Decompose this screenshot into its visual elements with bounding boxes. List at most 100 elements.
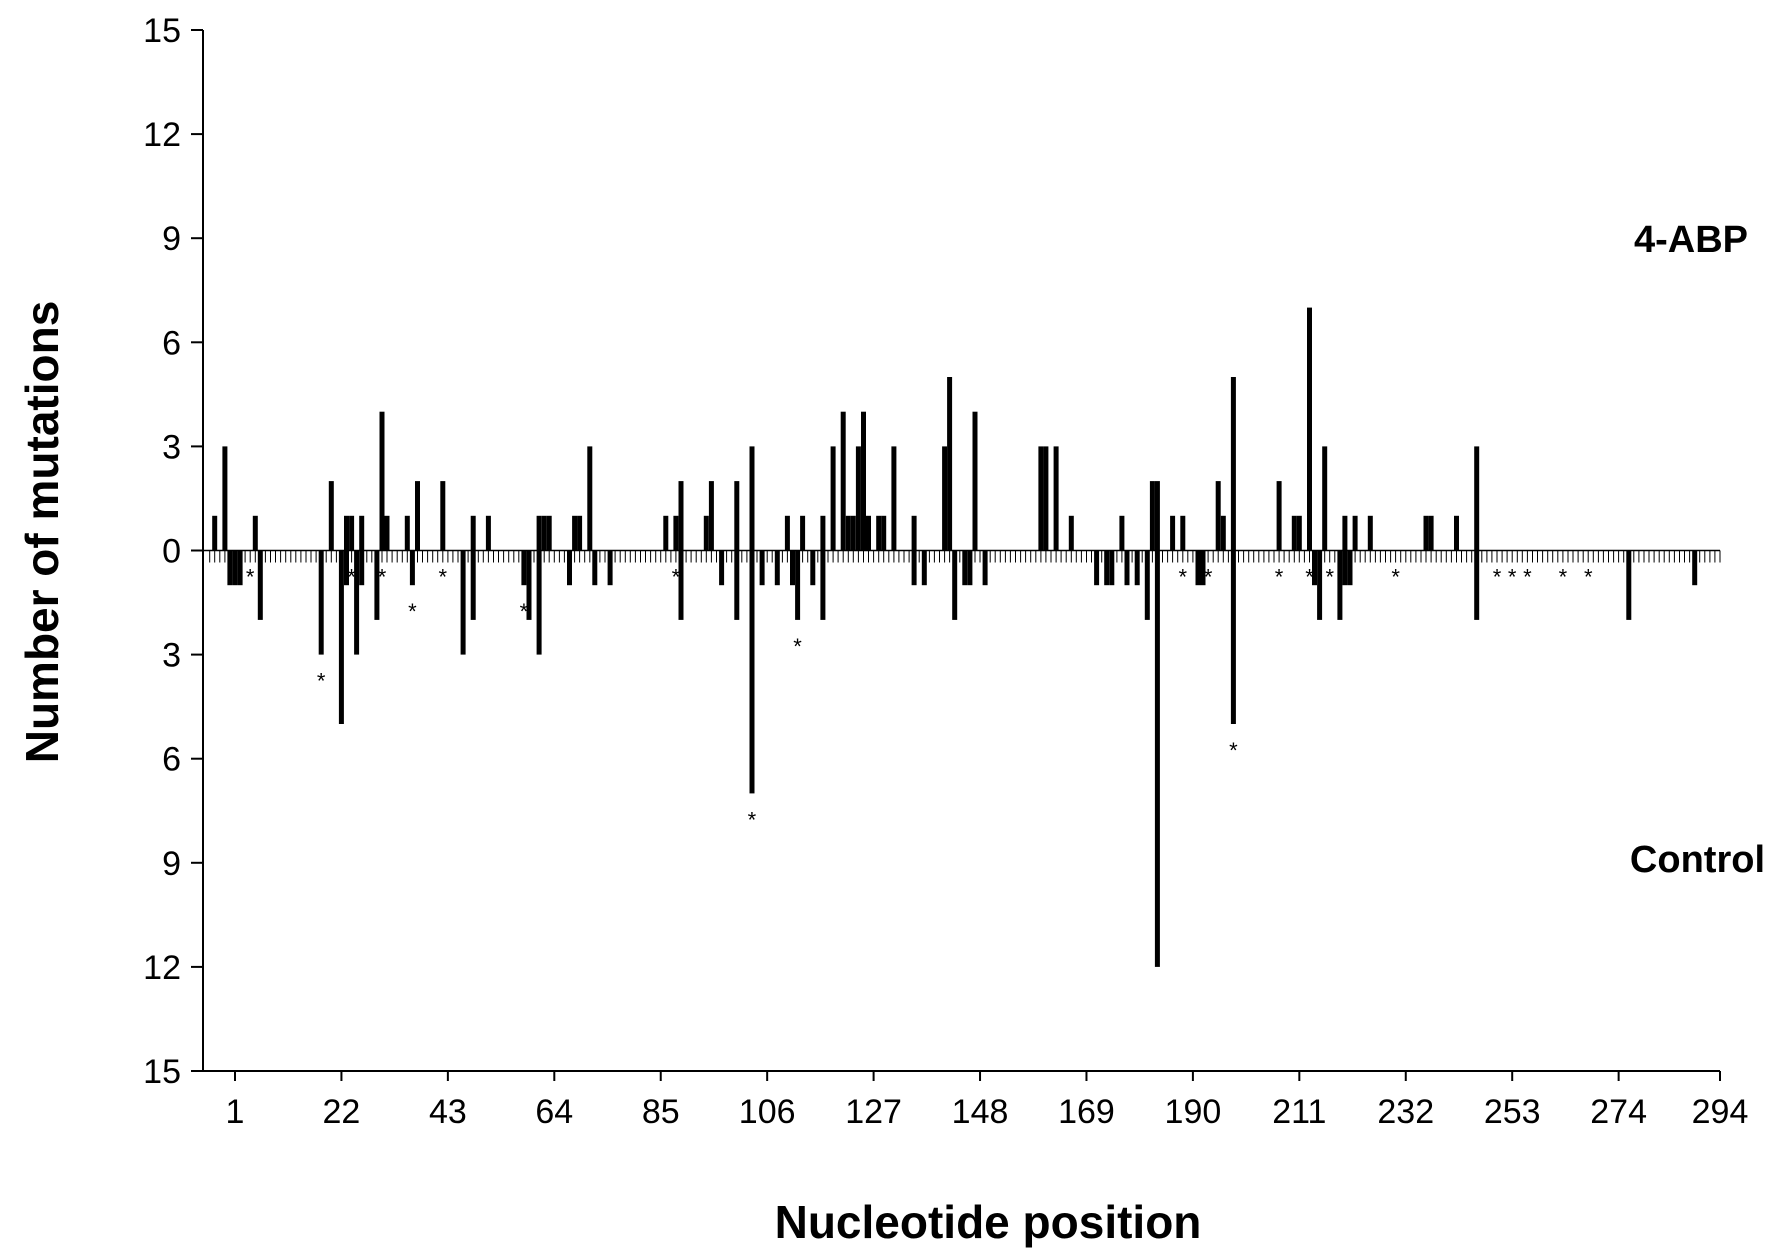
bar-control bbox=[338, 550, 344, 724]
y-tick-label: 3 bbox=[162, 428, 181, 466]
bar-control bbox=[1124, 550, 1130, 586]
bar-4abp bbox=[577, 515, 583, 551]
bar-control bbox=[795, 550, 801, 620]
significance-asterisk: * bbox=[748, 807, 757, 832]
x-tick-label: 253 bbox=[1484, 1093, 1541, 1131]
bar-4abp bbox=[703, 515, 709, 551]
x-tick-label: 232 bbox=[1377, 1093, 1434, 1131]
bar-control bbox=[911, 550, 917, 586]
bar-control bbox=[257, 550, 263, 620]
bar-control bbox=[344, 550, 349, 586]
x-tick-label: 22 bbox=[323, 1093, 361, 1131]
bar-4abp bbox=[1423, 515, 1429, 551]
bar-4abp bbox=[379, 411, 385, 551]
bar-4abp bbox=[572, 515, 578, 551]
bar-4abp bbox=[1322, 446, 1328, 551]
bar-4abp bbox=[830, 446, 836, 551]
x-tick-label: 169 bbox=[1058, 1093, 1115, 1131]
bar-4abp bbox=[861, 411, 866, 551]
bar-4abp bbox=[1053, 446, 1059, 551]
bar-control bbox=[759, 550, 765, 586]
significance-asterisk: * bbox=[1229, 738, 1238, 763]
bar-control bbox=[318, 550, 324, 655]
bar-4abp bbox=[784, 515, 790, 551]
bar-4abp bbox=[891, 446, 897, 551]
bar-control bbox=[982, 550, 988, 586]
bar-4abp bbox=[708, 481, 714, 551]
bar-4abp bbox=[1038, 446, 1044, 551]
significance-asterisk: * bbox=[1493, 565, 1502, 590]
bar-control bbox=[354, 550, 360, 655]
bar-control bbox=[1195, 550, 1201, 586]
bar-4abp bbox=[344, 515, 349, 551]
bar-control bbox=[567, 550, 572, 586]
bar-4abp bbox=[440, 481, 446, 551]
y-tick-label: 3 bbox=[162, 637, 181, 675]
bar-4abp bbox=[1276, 481, 1282, 551]
bar-control bbox=[237, 550, 243, 586]
y-axis-title: Number of mutations bbox=[16, 301, 68, 764]
x-tick-label: 190 bbox=[1165, 1093, 1222, 1131]
axes-layer bbox=[191, 29, 1721, 1081]
bar-4abp bbox=[587, 446, 593, 551]
bar-control bbox=[719, 550, 725, 586]
bar-4abp bbox=[881, 515, 887, 551]
bar-control bbox=[607, 550, 613, 586]
x-tick-label: 294 bbox=[1692, 1093, 1749, 1131]
bar-control bbox=[1134, 550, 1140, 586]
bar-control bbox=[810, 550, 816, 586]
significance-asterisk: * bbox=[1391, 565, 1400, 590]
bar-control bbox=[374, 550, 380, 620]
bar-4abp bbox=[1215, 481, 1221, 551]
bar-4abp bbox=[1220, 515, 1226, 551]
labels-layer: 15 12 9 6 3 0 3 6 9 12 15 1 22 43 64 85 106 127 148 169 190 2… bbox=[143, 12, 1748, 1131]
bar-4abp bbox=[820, 515, 826, 551]
bar-control bbox=[526, 550, 532, 620]
bar-control bbox=[678, 550, 684, 620]
bar-control bbox=[470, 550, 476, 620]
bar-control bbox=[967, 550, 973, 586]
significance-asterisk: * bbox=[317, 669, 326, 694]
bar-control bbox=[1317, 550, 1323, 620]
bar-4abp bbox=[942, 446, 948, 551]
bar-4abp bbox=[876, 515, 882, 551]
bar-control bbox=[749, 550, 755, 794]
bar-control bbox=[359, 550, 365, 586]
x-tick-label: 1 bbox=[226, 1093, 245, 1131]
bar-control bbox=[774, 550, 780, 586]
bar-4abp bbox=[800, 515, 806, 551]
bar-control bbox=[962, 550, 968, 586]
bar-4abp bbox=[1149, 481, 1155, 551]
significance-asterisk: * bbox=[1508, 565, 1517, 590]
bar-4abp bbox=[404, 515, 410, 551]
y-tick-label: 12 bbox=[143, 949, 181, 987]
bar-control bbox=[921, 550, 927, 586]
y-tick-label: 12 bbox=[143, 116, 181, 154]
bar-4abp bbox=[855, 446, 861, 551]
significance-asterisk: * bbox=[1178, 565, 1187, 590]
upper-series-label: 4-ABP bbox=[1634, 219, 1748, 261]
bar-4abp bbox=[734, 481, 740, 551]
bar-control bbox=[409, 550, 415, 586]
position-ticks bbox=[209, 550, 1721, 563]
x-tick-label: 148 bbox=[952, 1093, 1009, 1131]
bar-control bbox=[1094, 550, 1100, 586]
significance-asterisk: * bbox=[1559, 565, 1568, 590]
x-tick-label: 64 bbox=[535, 1093, 573, 1131]
bar-control bbox=[1692, 550, 1698, 586]
bar-control bbox=[1626, 550, 1632, 620]
y-tick-label: 15 bbox=[143, 12, 181, 50]
bar-4abp bbox=[541, 515, 547, 551]
significance-asterisk: * bbox=[520, 599, 529, 624]
y-tick-label: 6 bbox=[162, 324, 181, 362]
x-tick-label: 274 bbox=[1590, 1093, 1647, 1131]
bar-control bbox=[790, 550, 795, 586]
y-tick-label: 9 bbox=[162, 845, 181, 883]
x-tick-label: 43 bbox=[429, 1093, 467, 1131]
y-tick-label: 15 bbox=[143, 1053, 181, 1091]
significance-asterisk: * bbox=[347, 565, 356, 590]
significance-asterisk: * bbox=[246, 565, 255, 590]
bar-4abp bbox=[840, 411, 846, 551]
bar-4abp bbox=[1154, 481, 1160, 551]
